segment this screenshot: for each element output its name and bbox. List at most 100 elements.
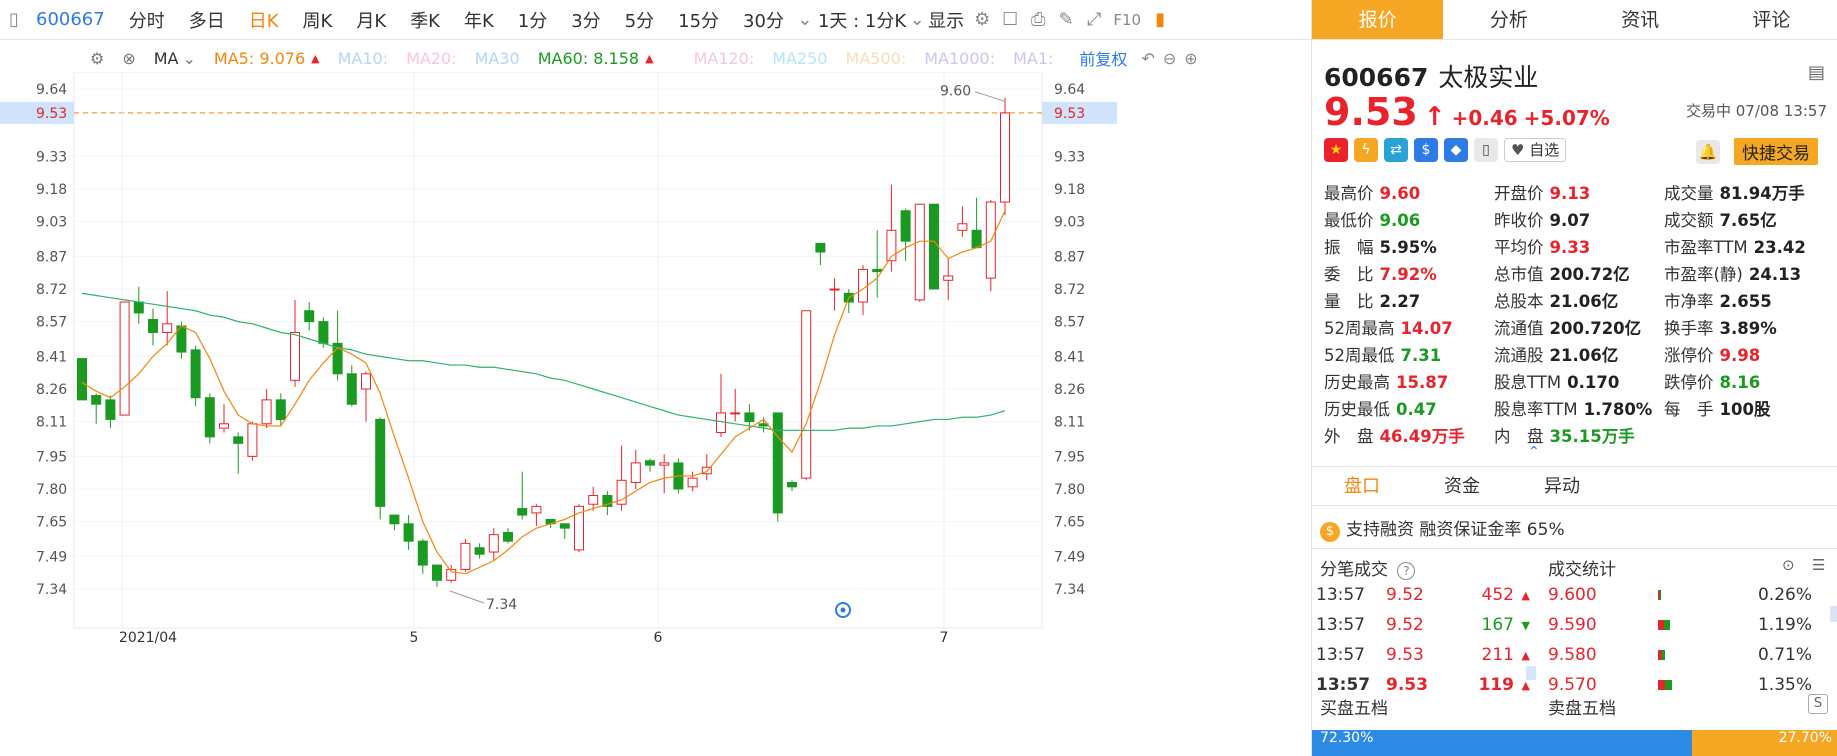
y-tick-label: 8.41 (36, 349, 67, 365)
stat-cell: 股息TTM 0.170 (1494, 369, 1664, 393)
stat-label: 跌停价 (1664, 372, 1714, 392)
tab-news[interactable]: 资讯 (1621, 9, 1660, 31)
dollar-coin-icon: $ (1320, 522, 1340, 542)
tab-comments[interactable]: 评论 (1752, 9, 1791, 31)
up-arrow-icon: ↑ (1423, 102, 1446, 132)
stat-value: 200.720亿 (1549, 318, 1642, 338)
stat-value: 9.33 (1549, 237, 1591, 257)
help-icon[interactable]: ? (1397, 562, 1416, 580)
period-tab[interactable]: 多日 (188, 10, 225, 32)
trade-row: 13:57 9.53 211 ▲ (1316, 640, 1530, 670)
period-tab[interactable]: 日K (248, 10, 279, 32)
zoom-out-icon[interactable]: ⊖ (1162, 48, 1177, 68)
square-icon[interactable]: ☐ (1002, 9, 1019, 30)
zoom-in-icon[interactable]: ⊕ (1184, 48, 1198, 68)
stat-value: 2.655 (1719, 291, 1772, 311)
period-tab[interactable]: 30分 (743, 10, 784, 32)
s-icon[interactable]: S (1808, 694, 1828, 714)
tag-icon[interactable]: ◆ (1444, 138, 1468, 162)
quick-trade-button[interactable]: 快捷交易 (1734, 138, 1818, 165)
stat-value: 100股 (1719, 399, 1771, 419)
chevron-up-icon[interactable]: ⌃ (1528, 444, 1540, 460)
stat-cell: 内 盘 35.15万手 (1494, 423, 1664, 447)
tab-order-book[interactable]: 盘口 (1344, 476, 1380, 497)
low-annotation: 7.34 (486, 597, 517, 613)
stat-label: 市盈率TTM (1664, 237, 1748, 257)
tab-movement[interactable]: 异动 (1544, 476, 1580, 497)
ma120-label: MA120: (693, 48, 755, 68)
panel-toggle-icon[interactable]: ▮ (1155, 9, 1166, 30)
scrollbar[interactable] (1526, 666, 1536, 680)
sidebar-toggle-icon[interactable]: ▯ (9, 9, 19, 30)
stat-price: 9.580 (1548, 645, 1597, 665)
trade-stat-row: 9.590 1.19% (1548, 610, 1828, 640)
stat-cell: 成交量 81.94万手 (1664, 180, 1834, 204)
undo-icon[interactable]: ↶ (1141, 48, 1155, 68)
stat-label: 最低价 (1324, 210, 1374, 230)
y-tick-label: 7.95 (36, 449, 67, 465)
tab-analysis[interactable]: 分析 (1489, 9, 1528, 31)
period-tab[interactable]: 3分 (571, 10, 601, 32)
y-tick-label: 9.64 (36, 82, 67, 98)
stat-label: 最高价 (1324, 183, 1374, 203)
stat-label: 52周最高 (1324, 318, 1395, 338)
dollar-icon[interactable]: $ (1414, 138, 1438, 162)
stock-name: 太极实业 (1438, 63, 1539, 92)
tab-fund[interactable]: 资金 (1444, 476, 1480, 497)
period-tab[interactable]: 年K (463, 10, 494, 32)
stats-row: 最高价 9.60 开盘价 9.13 成交量 81.94万手 (1324, 178, 1834, 205)
period-tab[interactable]: 周K (302, 10, 333, 32)
y-tick-label: 8.57 (1054, 315, 1085, 331)
y-tick-label: 7.95 (1054, 449, 1085, 465)
candlestick-chart[interactable]: 9.64 9.64 9.33 9.33 9.18 9.18 9.03 9.03 8.87 8.87… (0, 72, 1311, 756)
stat-cell: 量 比 2.27 (1324, 288, 1494, 312)
bell-icon[interactable]: 🔔 (1696, 140, 1720, 164)
close-icon[interactable]: ⊗ (122, 48, 136, 68)
buy-sell-ratio-bar: 72.30% 27.70% (1312, 726, 1837, 756)
lightning-icon[interactable]: ϟ (1354, 138, 1378, 162)
more-icon[interactable]: ⊙ (1782, 556, 1795, 574)
adjust-button[interactable]: 前复权 (1079, 50, 1128, 69)
up-arrow-icon: ▲ (645, 51, 654, 65)
watchlist-button[interactable]: ♥ 自选 (1504, 138, 1567, 162)
stat-label: 股息TTM (1494, 372, 1562, 392)
stat-cell: 历史最低 0.47 (1324, 396, 1494, 420)
candle-body (772, 412, 783, 514)
settings-icon[interactable]: ⚙ (90, 48, 105, 68)
trade-stats-title: 成交统计 (1548, 560, 1616, 580)
pencil-icon[interactable]: ✎ (1058, 9, 1074, 30)
period-tab[interactable]: 月K (356, 10, 387, 32)
f10-icon[interactable]: F10 (1113, 10, 1142, 29)
ma-selector[interactable]: MA (153, 48, 179, 68)
chevron-down-icon[interactable]: ⌄ (909, 9, 925, 30)
layout-icon[interactable]: ▤ (1807, 62, 1825, 83)
shuffle-icon[interactable]: ⇄ (1384, 138, 1408, 162)
period-tab[interactable]: 1分 (517, 10, 548, 32)
price-change: +0.46 (1451, 106, 1518, 130)
scrollbar[interactable] (1830, 606, 1837, 622)
fullscreen-icon[interactable]: ⤢ (1086, 9, 1102, 30)
candle-body (290, 331, 300, 381)
ma5-label: MA5: 9.076 (213, 48, 306, 68)
bookmark-icon[interactable]: ▯ (1474, 138, 1498, 162)
candle-body (630, 462, 641, 483)
settings-icon[interactable]: ⚙ (974, 9, 991, 30)
period-tab[interactable]: 15分 (678, 10, 720, 32)
period-tab[interactable]: 5分 (624, 10, 655, 32)
stat-cell: 市盈率TTM 23.42 (1664, 234, 1834, 258)
range-select[interactable]: 1天 : 1分K (817, 10, 907, 32)
expand-icon[interactable]: ☰ (1812, 556, 1826, 574)
x-tick-label: 7 (940, 630, 949, 646)
candle-body (247, 423, 258, 457)
display-select[interactable]: 显示 (928, 10, 965, 32)
candle-body (858, 268, 868, 303)
period-tab[interactable]: 季K (410, 10, 440, 32)
chevron-down-icon[interactable]: ⌄ (797, 9, 813, 30)
period-tab[interactable]: 分时 (128, 10, 165, 32)
stat-value: 21.06亿 (1549, 345, 1619, 365)
chevron-down-icon[interactable]: ⌄ (182, 48, 196, 68)
tab-quote[interactable]: 报价 (1312, 0, 1444, 39)
camera-icon[interactable]: ⎙ (1030, 9, 1046, 30)
china-flag-icon[interactable]: ★ (1324, 138, 1348, 162)
candle-body (815, 242, 826, 253)
